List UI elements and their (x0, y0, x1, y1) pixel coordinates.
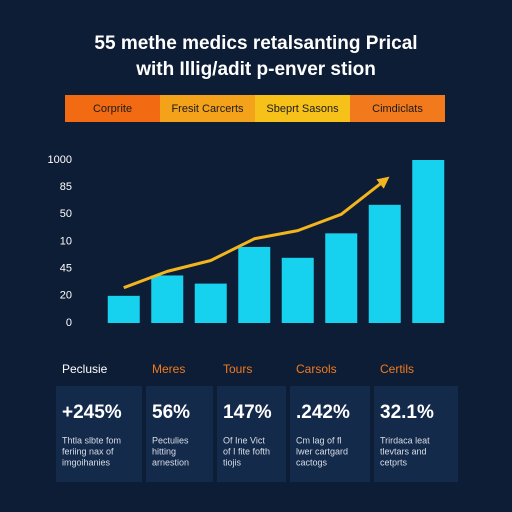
card (374, 386, 458, 482)
bar (238, 246, 271, 323)
y-tick-label: 45 (60, 263, 72, 275)
card-text: cetprts (380, 457, 408, 467)
card-header: Meres (152, 362, 185, 376)
card-text: arnestion (152, 457, 189, 467)
tab-label: Corprite (93, 103, 132, 115)
tab (350, 95, 445, 122)
card-header: Carsols (296, 362, 337, 376)
card-value: 56% (152, 402, 190, 423)
card-text: Cm lag of fl (296, 435, 342, 445)
tab-label: Cimdiclats (372, 103, 423, 115)
card-text: hitting (152, 446, 176, 456)
card-text: imgoihanies (62, 457, 111, 467)
bar (368, 204, 401, 323)
y-tick-label: 0 (66, 317, 72, 329)
y-tick-label: 85 (60, 181, 72, 193)
tab (160, 95, 255, 122)
bar (412, 160, 445, 323)
tab (255, 95, 350, 122)
card-text: Of Ine Vict (223, 435, 265, 445)
bar (281, 257, 314, 323)
card-text: tiojis (223, 457, 242, 467)
card (56, 386, 142, 482)
card-value: .242% (296, 402, 350, 423)
card-text: cactogs (296, 457, 328, 467)
card-text: Pectulies (152, 435, 189, 445)
title-line: 55 methe medics retalsanting Prical (94, 33, 417, 54)
bar (325, 233, 358, 323)
y-tick-label: 1000 (48, 154, 72, 166)
tab-label: Fresit Carcerts (171, 103, 244, 115)
card-header: Tours (223, 362, 252, 376)
card (146, 386, 213, 482)
card-text: feriing nax of (62, 446, 114, 456)
bar (194, 283, 227, 323)
y-tick-label: 50 (60, 208, 72, 220)
bar (151, 275, 184, 323)
tab-label: Sbeprt Sasons (266, 103, 339, 115)
bar (107, 295, 140, 323)
card (290, 386, 370, 482)
tab (65, 95, 160, 122)
card-header: Certils (380, 362, 414, 376)
card-value: 32.1% (380, 402, 434, 423)
card-text: tlevtars and (380, 446, 427, 456)
card-text: Trirdaca leat (380, 435, 430, 445)
title-line: with Illig/adit p-enver stion (135, 59, 376, 80)
card-text: Thtla slbte fom (62, 435, 121, 445)
y-tick-label: 10 (60, 235, 72, 247)
card-text: of I fite fofth (223, 446, 270, 456)
y-tick-label: 20 (60, 290, 72, 302)
card (217, 386, 286, 482)
card-value: 147% (223, 402, 272, 423)
card-value: +245% (62, 402, 122, 423)
trend-line (123, 176, 390, 290)
card-header: Peclusie (62, 362, 108, 376)
card-text: lwer cartgard (296, 446, 348, 456)
